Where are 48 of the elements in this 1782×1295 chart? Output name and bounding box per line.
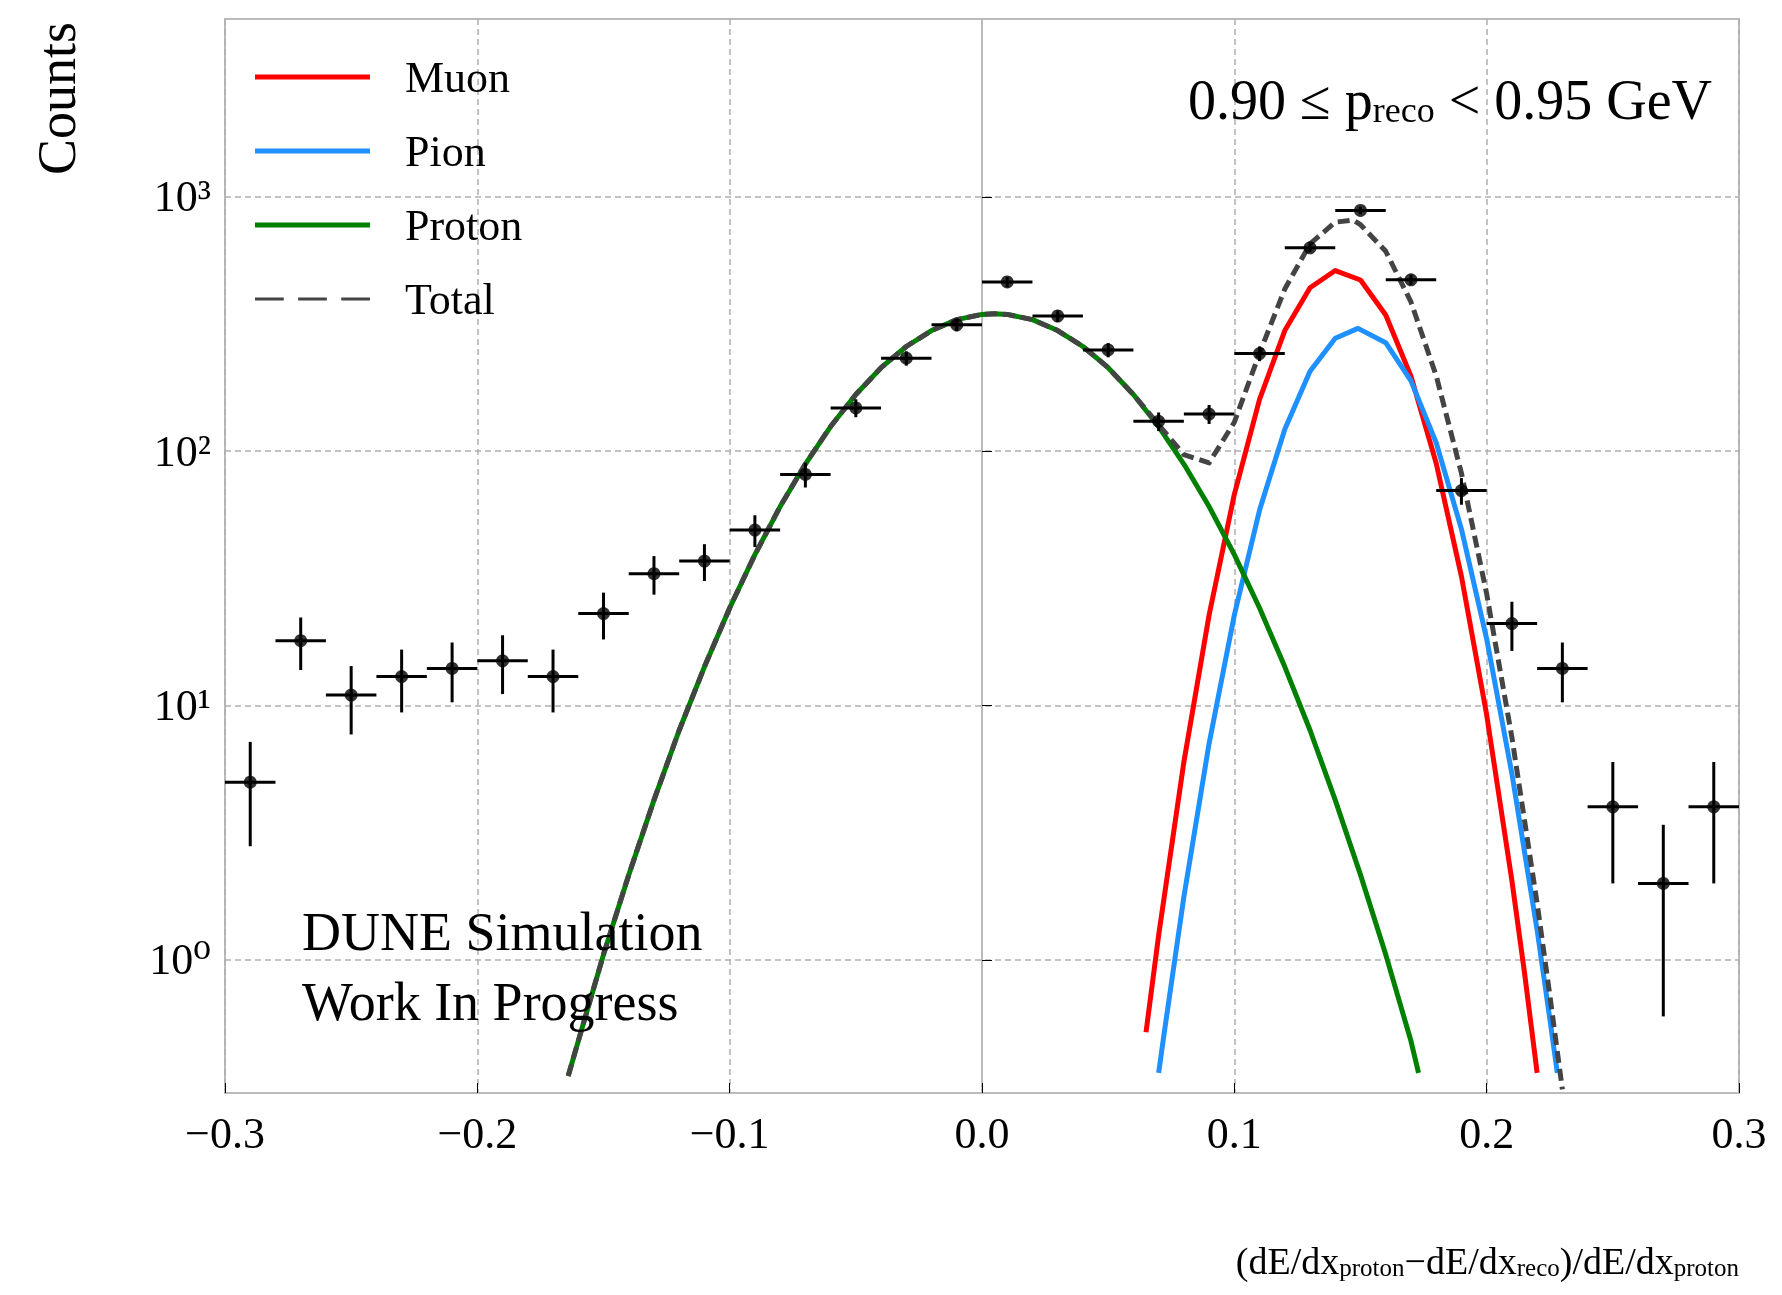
point [950, 318, 964, 332]
point [1404, 273, 1418, 287]
point [1354, 203, 1367, 217]
legend-label: Proton [405, 200, 523, 250]
point [849, 401, 863, 415]
point [1303, 241, 1317, 255]
x-tick-label: 0.2 [1459, 1108, 1515, 1158]
x-tick-label: 0.1 [1206, 1108, 1262, 1158]
point [1253, 347, 1267, 361]
point [748, 523, 762, 537]
y-tick-label: 10³ [153, 172, 211, 222]
point [1555, 661, 1569, 675]
y-tick-label: 10² [153, 426, 211, 476]
y-tick-label: 10¹ [153, 681, 211, 731]
point [496, 654, 510, 668]
point [395, 670, 409, 684]
point [697, 554, 711, 568]
legend-label: Pion [405, 126, 486, 176]
point [1202, 407, 1216, 421]
annotation: 0.90 ≤ preco < 0.95 GeV [1188, 69, 1713, 131]
x-tick-label: 0.3 [1711, 1108, 1767, 1158]
x-axis-title: (dE/dxproton−dE/dxreco)/dE/dxproton [1235, 1240, 1740, 1283]
y-axis-title: Counts [27, 22, 87, 176]
point [294, 634, 308, 648]
point [1101, 343, 1115, 357]
x-tick-label: 0.0 [954, 1108, 1010, 1158]
point [899, 351, 913, 365]
legend-label: Total [405, 274, 495, 324]
legend-label: Muon [405, 52, 511, 102]
point [647, 567, 661, 581]
point [1707, 800, 1721, 814]
point [1152, 414, 1166, 428]
point [1656, 876, 1670, 890]
point [798, 467, 812, 481]
point [1051, 309, 1065, 323]
y-tick-label: 10⁰ [149, 935, 211, 985]
point [1454, 484, 1468, 498]
point [597, 607, 610, 621]
x-tick-label: −0.3 [185, 1108, 265, 1158]
point [243, 775, 257, 789]
point [344, 688, 358, 702]
x-tick-label: −0.1 [689, 1108, 770, 1158]
x-tick-label: −0.2 [437, 1108, 518, 1158]
point [1000, 275, 1014, 289]
point [1606, 800, 1620, 814]
point [445, 661, 459, 675]
point [546, 670, 560, 684]
point [1505, 617, 1519, 631]
